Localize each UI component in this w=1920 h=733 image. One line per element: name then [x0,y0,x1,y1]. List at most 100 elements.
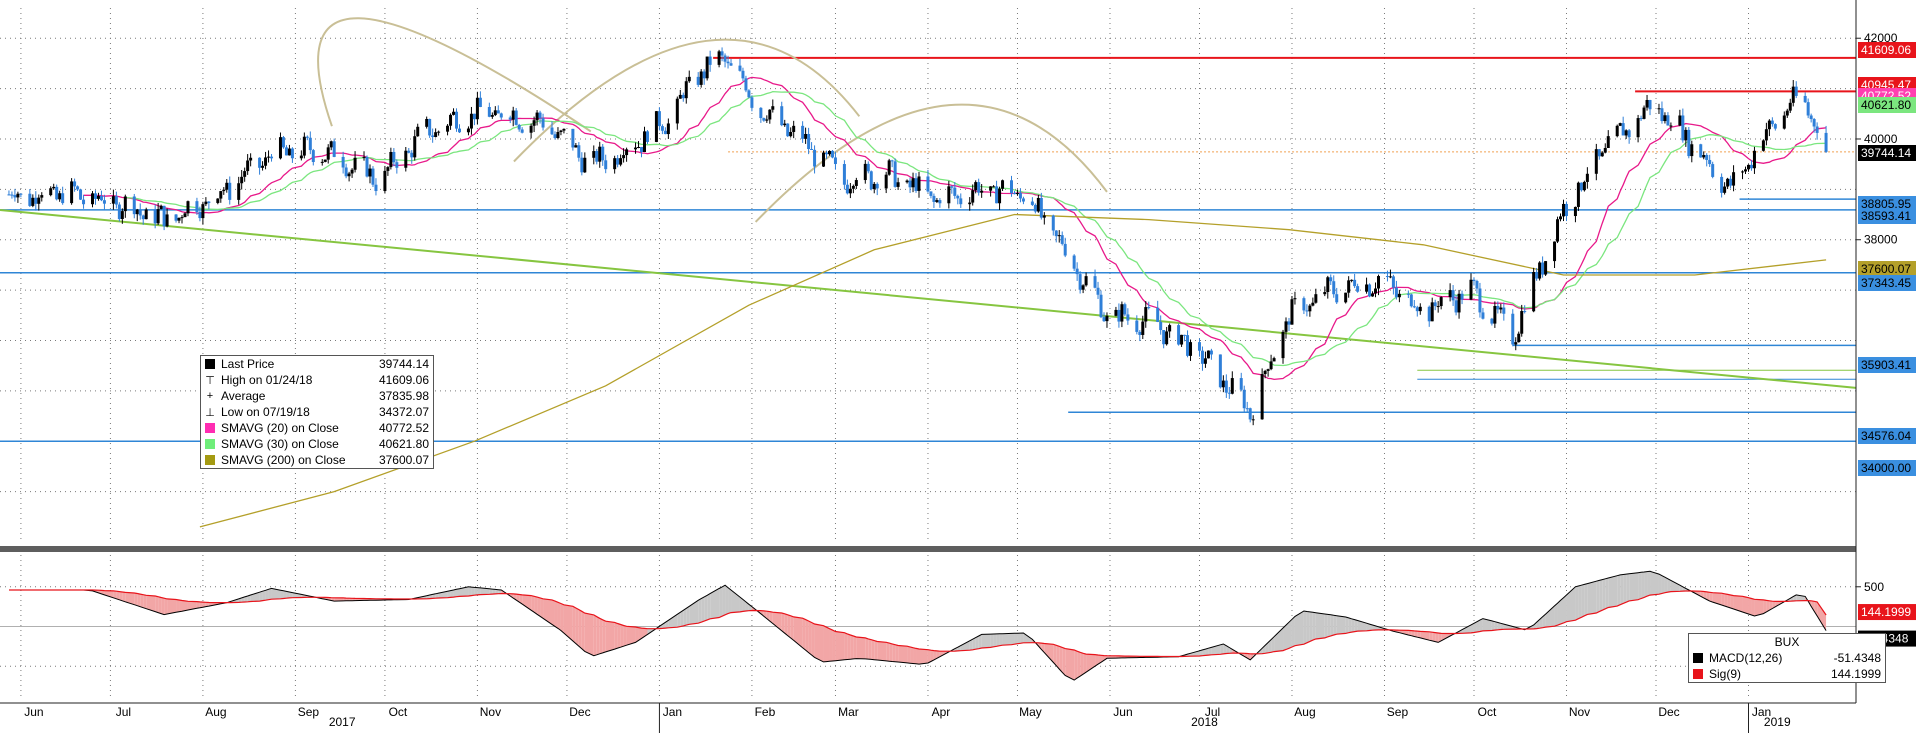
candle-body [1096,287,1100,295]
candle-body [1791,86,1795,103]
candle-body [950,186,954,188]
candle-body [1553,241,1557,262]
macd-fill [638,627,642,641]
macd-fill [453,589,457,598]
macd-fill [835,631,845,661]
candle-body [869,171,873,190]
candle-body [1597,149,1601,157]
candle-body [1356,286,1360,292]
candle-body [580,157,584,173]
macd-fill [134,592,138,606]
candle-body [458,128,461,133]
macd-fill [1429,631,1433,641]
candle-body [1436,306,1440,308]
macd-fill [1667,578,1671,593]
macd-fill [641,628,645,639]
macd-fill [543,598,552,625]
candle-body [90,193,94,205]
legend-label: SMAVG (200) on Close [221,453,346,467]
candle-body [1224,380,1228,393]
candle-body [1702,155,1706,158]
candle-body [1314,294,1318,303]
candle-body [79,189,83,200]
candle-body [1454,300,1458,313]
candle-body [887,160,891,175]
candle-body [1332,281,1336,295]
macd-fill [1417,631,1421,638]
macd-fill [1309,611,1313,642]
candle-body [1353,279,1357,287]
price-legend: Last Price 39744.14 ⊤ High on 01/24/18 41609… [200,355,434,469]
legend-label: Average [221,389,266,403]
macd-fill [847,633,851,660]
macd-fill [262,590,266,601]
candle-body [1189,342,1193,356]
candle-body [845,184,849,194]
candle-body [848,188,852,194]
candle-body [174,214,178,221]
candle-body [622,155,626,159]
macd-fill [978,634,982,649]
candle-body [1690,144,1694,157]
macd-fill [1560,597,1564,625]
candle-body [1490,318,1494,324]
candle-body [807,134,811,149]
candle-body [1015,192,1019,195]
macd-fill [781,612,785,634]
candle-body [1177,325,1181,345]
macd-fill [581,611,585,652]
macd-fill [1557,600,1561,626]
candle-body [654,111,658,142]
macd-fill [975,636,979,650]
x-month-label: Aug [1294,705,1315,719]
candle-body [980,190,984,193]
candle-body [762,118,766,121]
candle-body [177,217,181,221]
candle-body [1788,102,1792,111]
macd-fill [286,591,290,599]
macd-fill [596,616,600,655]
candle-body [37,197,41,204]
macd-fill [471,587,475,596]
candle-body [1624,130,1628,136]
candle-body [1427,306,1431,322]
value-label: 38593.41 [1861,209,1911,223]
candle-body [1165,331,1169,345]
macd-y-tick-label: 500 [1864,580,1884,594]
candle-body [1141,321,1145,335]
candle-body [911,178,915,188]
candle-body [914,178,918,191]
macd-fill [856,636,866,659]
candle-body [19,193,23,195]
candle-body [1603,148,1607,153]
candle-body [553,134,557,139]
candle-body [929,191,933,196]
x-month-label: Nov [480,705,501,719]
candle-body [371,168,375,185]
macd-fill [898,645,908,663]
candle-body [326,147,330,160]
macd-fill [104,590,114,598]
candle-body [469,113,473,129]
candle-body [968,202,972,205]
candle-body [144,209,148,220]
candle-body [52,186,56,189]
legend-swatch [205,439,215,449]
macd-fill [635,627,639,643]
macd-fill [137,593,141,607]
candle-body [559,130,563,133]
candle-body [1081,285,1085,290]
candle-body [159,205,163,210]
candle-body [1642,107,1646,119]
macd-fill [540,597,544,619]
candle-body [1272,358,1276,362]
candle-body [437,131,441,133]
candle-body [1812,119,1816,127]
macd-fill [1542,614,1546,628]
macd-fill [1435,632,1439,643]
candle-body [183,213,187,218]
candle-body [267,156,271,158]
candle-body [604,160,608,170]
candle-body [768,109,772,120]
macd-fill [617,623,621,649]
